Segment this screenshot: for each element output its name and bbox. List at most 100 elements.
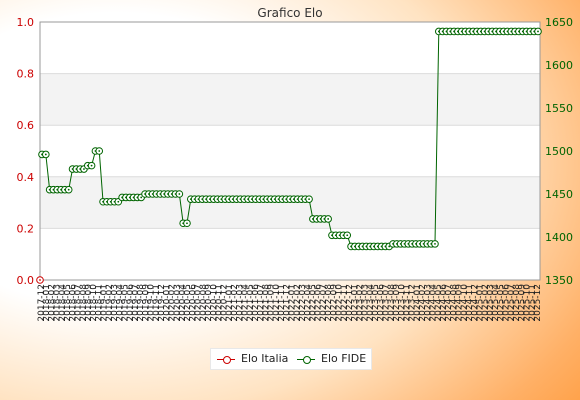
x-tick-label: 2022-05	[308, 284, 318, 322]
left-tick-label: 0.8	[17, 68, 35, 81]
x-tick-label: 2024-07	[444, 284, 454, 322]
right-tick-label: 1350	[545, 274, 573, 287]
x-tick-label: 2019-08	[136, 284, 146, 322]
x-axis-ticks: 2017-122018-012018-022018-032018-042018-…	[37, 284, 543, 322]
point-center-elo-italia	[39, 279, 41, 281]
legend-marker-fide	[297, 354, 315, 364]
x-tick-label: 2020-11	[215, 284, 225, 322]
x-tick-label: 2017-12	[37, 284, 47, 322]
x-tick-label: 2023-05	[371, 284, 381, 322]
x-tick-label: 2025-01	[476, 284, 486, 322]
point-center-elo-fide	[308, 198, 310, 201]
right-tick-label: 1500	[545, 145, 573, 158]
x-tick-label: 2019-06	[126, 284, 136, 322]
point-center-elo-fide	[98, 150, 101, 152]
x-tick-label: 2018-10	[89, 284, 99, 322]
x-tick-label: 2018-07	[74, 284, 84, 322]
point-center-elo-fide	[67, 188, 70, 191]
plot-background	[40, 22, 540, 280]
x-tick-label: 2020-12	[220, 284, 230, 322]
x-tick-label: 2023-07	[382, 284, 392, 322]
x-tick-label: 2020-05	[183, 284, 193, 322]
x-tick-label: 2018-04	[58, 284, 68, 322]
grid-bands	[40, 73, 540, 229]
point-center-elo-fide	[83, 168, 85, 170]
x-tick-label: 2021-08	[262, 284, 272, 322]
x-tick-label: 2024-08	[449, 284, 459, 322]
point-center-elo-fide	[346, 234, 349, 237]
x-tick-label: 2021-11	[277, 284, 287, 322]
x-tick-label: 2021-09	[267, 284, 277, 322]
x-tick-label: 2025-06	[502, 284, 512, 322]
x-tick-label: 2021-12	[282, 284, 292, 322]
plot-border	[39, 21, 541, 281]
x-tick-label: 2024-02	[418, 284, 428, 322]
point-center-elo-fide	[117, 200, 120, 203]
point-center-elo-fide	[178, 193, 181, 195]
x-tick-label: 2018-08	[79, 284, 89, 322]
left-tick-label: 0.6	[17, 119, 35, 132]
x-tick-label: 2022-06	[314, 284, 324, 322]
x-tick-label: 2022-03	[298, 284, 308, 322]
x-tick-label: 2024-04	[429, 284, 439, 322]
point-center-elo-fide	[327, 218, 330, 220]
x-tick-label: 2019-12	[157, 284, 167, 322]
x-tick-label: 2019-01	[100, 284, 110, 322]
x-tick-label: 2025-09	[517, 284, 527, 322]
x-tick-label: 2025-12	[533, 284, 543, 322]
point-center-elo-fide	[537, 30, 539, 33]
x-tick-label: 2022-09	[329, 284, 339, 322]
point-center-elo-fide	[186, 222, 188, 225]
x-tick-label: 2021-10	[272, 284, 282, 322]
right-axis-ticks: 1350 1400 1450 1500 1550 1600 1650	[545, 16, 573, 287]
x-tick-label: 2024-03	[423, 284, 433, 322]
x-tick-label: 2022-08	[324, 284, 334, 322]
x-tick-label: 2023-06	[376, 284, 386, 322]
legend-item-elo-fide[interactable]: Elo FIDE	[297, 352, 366, 365]
right-tick-label: 1600	[545, 59, 573, 72]
x-tick-label: 2024-01	[413, 284, 423, 322]
x-tick-label: 2019-10	[147, 284, 157, 322]
point-center-elo-fide	[140, 196, 143, 199]
x-tick-label: 2019-05	[121, 284, 131, 322]
x-tick-label: 2025-05	[496, 284, 506, 322]
x-tick-label: 2020-03	[173, 284, 183, 322]
x-tick-label: 2025-03	[486, 284, 496, 322]
x-tick-label: 2023-01	[350, 284, 360, 322]
x-tick-label: 2022-01	[288, 284, 298, 322]
series-elo-italia	[36, 276, 44, 284]
point-center-elo-fide	[44, 153, 47, 156]
legend-item-elo-italia[interactable]: Elo Italia	[217, 352, 288, 365]
x-tick-label: 2018-09	[84, 284, 94, 322]
point-center-elo-fide	[90, 164, 93, 167]
legend-label-elo-fide: Elo FIDE	[321, 352, 367, 365]
x-tick-label: 2019-04	[115, 284, 125, 322]
x-tick-label: 2020-07	[194, 284, 204, 322]
x-tick-label: 2018-02	[47, 284, 57, 322]
x-tick-label: 2020-10	[209, 284, 219, 322]
x-tick-label: 2021-04	[241, 284, 251, 322]
x-tick-label: 2022-07	[319, 284, 329, 322]
x-tick-label: 2022-10	[335, 284, 345, 322]
x-tick-label: 2021-01	[225, 284, 235, 322]
x-tick-label: 2023-11	[402, 284, 412, 322]
x-tick-label: 2018-06	[68, 284, 78, 322]
legend-marker-italia	[217, 354, 235, 364]
x-tick-label: 2019-09	[141, 284, 151, 322]
x-tick-label: 2021-02	[230, 284, 240, 322]
x-tick-label: 2021-05	[246, 284, 256, 322]
x-tick-label: 2024-10	[460, 284, 470, 322]
x-tick-label: 2024-09	[455, 284, 465, 322]
x-tick-label: 2025-07	[507, 284, 517, 322]
x-tick-label: 2019-02	[105, 284, 115, 322]
left-tick-label: 0.2	[17, 222, 35, 235]
x-tick-label: 2023-02	[355, 284, 365, 322]
x-tick-label: 2018-03	[53, 284, 63, 322]
x-tick-label: 2018-11	[94, 284, 104, 322]
x-tick-label: 2022-04	[303, 284, 313, 322]
x-tick-label: 2022-11	[340, 284, 350, 322]
x-tick-label: 2019-11	[152, 284, 162, 322]
x-tick-label: 2020-09	[204, 284, 214, 322]
legend: Elo Italia Elo FIDE	[210, 348, 372, 370]
